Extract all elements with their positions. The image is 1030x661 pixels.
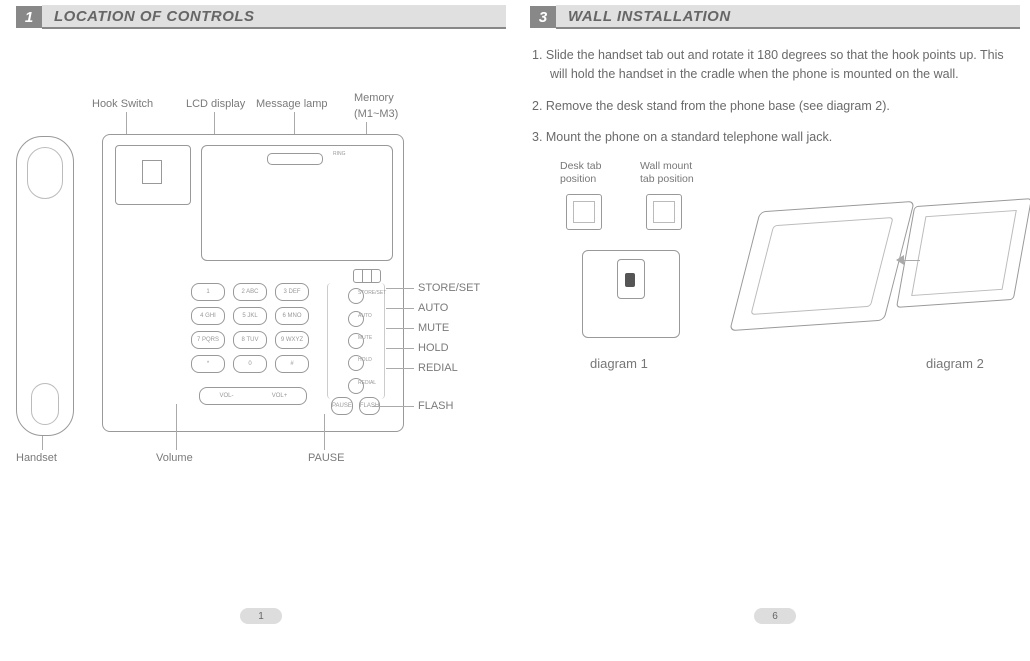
section-number: 3 (530, 6, 556, 28)
desk-stand (729, 200, 915, 330)
key-7: 7 PQRS (191, 331, 225, 349)
desk-tab-l2: position (560, 173, 596, 185)
wall-tab-label: Wall mount tab position (640, 160, 694, 186)
message-lamp (267, 153, 323, 165)
key-lbl-redial: REDIAL (358, 380, 388, 386)
pause-key: PAUSE (331, 397, 353, 415)
step-2: 2. Remove the desk stand from the phone … (530, 97, 1020, 116)
key-star: * (191, 355, 225, 373)
leader-line (386, 288, 414, 289)
label-message-lamp: Message lamp (256, 98, 328, 110)
section-header-left: 1 LOCATION OF CONTROLS (16, 6, 506, 28)
leader-line (386, 348, 414, 349)
step-3: 3. Mount the phone on a standard telepho… (530, 128, 1020, 147)
wall-tab-icon (646, 194, 682, 230)
label-store-set: STORE/SET (418, 282, 480, 294)
leader-line (176, 404, 177, 450)
key-6: 6 MNO (275, 307, 309, 325)
key-3: 3 DEF (275, 283, 309, 301)
wall-tab-l1: Wall mount (640, 160, 692, 172)
side-keys: STORE/SET AUTO MUTE HOLD REDIAL (327, 283, 385, 399)
phone-base-back (896, 198, 1030, 308)
hook-switch-icon (142, 160, 162, 184)
arrow-head-icon (896, 255, 904, 265)
key-5: 5 JKL (233, 307, 267, 325)
page-number-left: 1 (240, 608, 282, 624)
memory-keys (353, 269, 381, 283)
label-handset: Handset (16, 452, 57, 464)
section-title: LOCATION OF CONTROLS (42, 5, 506, 29)
controls-diagram: Hook Switch LCD display Message lamp Mem… (16, 68, 506, 508)
key-8: 8 TUV (233, 331, 267, 349)
diagram1-caption: diagram 1 (590, 356, 648, 371)
right-diagrams: Desk tab position Wall mount tab positio… (530, 160, 1020, 400)
key-4: 4 GHI (191, 307, 225, 325)
handset-outline (16, 136, 74, 436)
label-pause: PAUSE (308, 452, 344, 464)
label-volume: Volume (156, 452, 193, 464)
cradle (115, 145, 191, 205)
desk-tab-icon (566, 194, 602, 230)
label-lcd-display: LCD display (186, 98, 245, 110)
key-lbl-mute: MUTE (358, 335, 388, 341)
key-lbl-store: STORE/SET (358, 290, 388, 296)
page: 1 LOCATION OF CONTROLS Hook Switch LCD d… (0, 0, 1030, 661)
vol-minus: VOL- (200, 388, 253, 404)
key-lbl-auto: AUTO (358, 313, 388, 319)
label-hook-switch: Hook Switch (92, 98, 153, 110)
page-number-right: 6 (754, 608, 796, 624)
key-lbl-hold: HOLD (358, 357, 388, 363)
desk-tab-label: Desk tab position (560, 160, 601, 186)
keypad: 1 2 ABC 3 DEF 4 GHI 5 JKL 6 MNO 7 PQRS 8… (191, 283, 315, 383)
key-hash: # (275, 355, 309, 373)
key-9: 9 WXYZ (275, 331, 309, 349)
leader-line (386, 328, 414, 329)
wall-tab-l2: tab position (640, 173, 694, 185)
label-flash: FLASH (418, 400, 453, 412)
leader-line (324, 414, 325, 450)
phone-base-small (582, 250, 680, 338)
section-title: WALL INSTALLATION (556, 5, 1020, 29)
section-header-right: 3 WALL INSTALLATION (530, 6, 1020, 28)
right-column: 3 WALL INSTALLATION 1. Slide the handset… (530, 0, 1020, 630)
label-memory-range: (M1~M3) (354, 108, 398, 120)
section-number: 1 (16, 6, 42, 28)
phone-body: RING 1 2 ABC 3 DEF 4 GHI 5 JKL 6 MNO 7 P… (102, 134, 404, 432)
left-column: 1 LOCATION OF CONTROLS Hook Switch LCD d… (16, 0, 506, 630)
instructions: 1. Slide the handset tab out and rotate … (530, 46, 1020, 148)
leader-line (42, 436, 43, 450)
label-memory: Memory (354, 92, 394, 104)
key-1: 1 (191, 283, 225, 301)
leader-line (386, 308, 414, 309)
key-2: 2 ABC (233, 283, 267, 301)
label-redial: REDIAL (418, 362, 458, 374)
step-1: 1. Slide the handset tab out and rotate … (530, 46, 1020, 85)
label-hold: HOLD (418, 342, 449, 354)
desk-tab-l1: Desk tab (560, 160, 601, 172)
key-0: 0 (233, 355, 267, 373)
ring-label: RING (333, 151, 346, 157)
label-auto: AUTO (418, 302, 448, 314)
leader-line (386, 368, 414, 369)
diagram2-caption: diagram 2 (926, 356, 984, 371)
leader-line (372, 406, 414, 407)
label-mute: MUTE (418, 322, 449, 334)
volume-keys: VOL- VOL+ (199, 387, 307, 405)
vol-plus: VOL+ (253, 388, 306, 404)
